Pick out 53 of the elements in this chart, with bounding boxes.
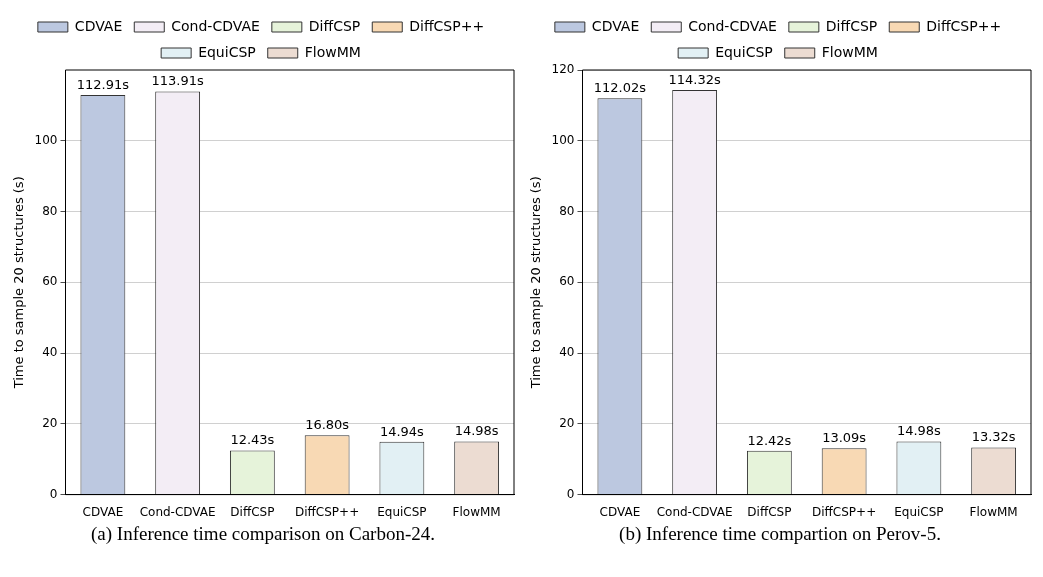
y-tick-label: 40 xyxy=(42,345,58,360)
x-tick-label: Cond-CDVAE xyxy=(656,504,733,519)
legend-label: DiffCSP xyxy=(308,17,361,34)
y-tick-label: 120 xyxy=(551,62,575,77)
data-label: 13.32s xyxy=(971,429,1016,445)
y-tick-label: 100 xyxy=(551,132,575,147)
x-tick-label: EquiCSP xyxy=(377,504,427,519)
y-axis-title: Time to sample 20 structures (s) xyxy=(528,176,544,390)
x-tick-label: DiffCSP xyxy=(747,504,792,519)
legend-label: EquiCSP xyxy=(198,43,256,60)
y-tick-label: 80 xyxy=(42,203,58,218)
x-tick-label: CDVAE xyxy=(82,504,124,519)
data-label: 16.80s xyxy=(305,417,350,433)
legend-label: CDVAE xyxy=(591,17,640,34)
legend-label: DiffCSP xyxy=(825,17,878,34)
y-tick-label: 40 xyxy=(559,345,575,360)
y-tick-label: 0 xyxy=(566,486,575,501)
data-label: 14.94s xyxy=(379,423,425,439)
text: (a) Inference time comparison on Carbon-24. xyxy=(90,523,436,545)
data-label: 113.91s xyxy=(151,73,204,89)
y-tick-label: 60 xyxy=(42,274,58,289)
legend-label: Cond-CDVAE xyxy=(688,17,777,34)
y-tick-label: 0 xyxy=(49,486,58,501)
x-tick-label: DiffCSP++ xyxy=(295,504,360,519)
data-label: 12.42s xyxy=(747,432,792,448)
data-label: 114.32s xyxy=(668,71,721,87)
data-label: 13.09s xyxy=(822,430,867,446)
data-label: 14.98s xyxy=(896,423,942,439)
data-label: 14.98s xyxy=(454,423,499,439)
legend-label: DiffCSP++ xyxy=(409,17,485,34)
x-tick-label: CDVAE xyxy=(599,504,641,519)
legend-label: DiffCSP++ xyxy=(926,17,1002,34)
y-tick-label: 80 xyxy=(559,203,575,218)
x-tick-label: FlowMM xyxy=(452,504,501,519)
x-tick-label: EquiCSP xyxy=(894,504,944,519)
text: (b) Inference time compartion on Perov-5. xyxy=(618,523,942,545)
y-tick-label: 60 xyxy=(559,274,575,289)
x-tick-label: Cond-CDVAE xyxy=(139,504,216,519)
legend-label: EquiCSP xyxy=(715,43,773,60)
data-label: 112.02s xyxy=(593,80,647,96)
legend-label: Cond-CDVAE xyxy=(171,17,260,34)
x-tick-label: DiffCSP++ xyxy=(812,504,877,519)
y-tick-label: 100 xyxy=(34,132,58,147)
legend-label: CDVAE xyxy=(74,17,123,34)
y-tick-label: 20 xyxy=(559,415,575,430)
legend-label: FlowMM xyxy=(821,43,878,60)
y-axis-title: Time to sample 20 structures (s) xyxy=(11,176,27,390)
x-tick-label: FlowMM xyxy=(969,504,1018,519)
y-tick-label: 20 xyxy=(42,415,58,430)
legend-label: FlowMM xyxy=(304,43,361,60)
data-label: 112.91s xyxy=(76,76,130,92)
data-label: 12.43s xyxy=(230,432,275,448)
x-tick-label: DiffCSP xyxy=(230,504,275,519)
